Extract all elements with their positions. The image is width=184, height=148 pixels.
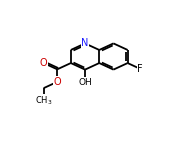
Text: N: N — [81, 38, 89, 48]
Text: F: F — [137, 64, 143, 74]
Text: OH: OH — [78, 78, 92, 87]
Text: O: O — [40, 58, 47, 68]
Text: CH$_3$: CH$_3$ — [35, 94, 52, 107]
Text: O: O — [53, 77, 61, 87]
